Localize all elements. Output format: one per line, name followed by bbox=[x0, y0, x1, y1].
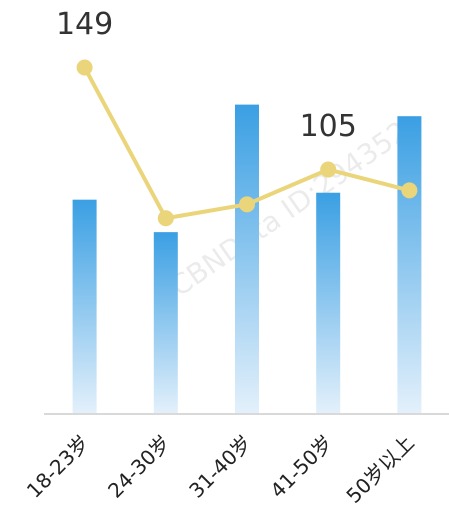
data-label: 105 bbox=[300, 109, 357, 144]
bar bbox=[235, 104, 259, 413]
x-tick-label: 41-50岁 bbox=[265, 430, 337, 502]
x-tick-label: 18-23岁 bbox=[22, 430, 94, 502]
x-tick-label: 24-30岁 bbox=[103, 430, 175, 502]
data-label: 149 bbox=[56, 7, 113, 42]
bar bbox=[397, 116, 422, 413]
line-point bbox=[401, 182, 418, 199]
line-point bbox=[239, 196, 255, 213]
x-tick-label: 50岁以上 bbox=[341, 430, 418, 507]
bar bbox=[153, 232, 178, 413]
line-point bbox=[320, 161, 337, 178]
bar bbox=[72, 199, 97, 413]
watermark: CBNData ID:294352 bbox=[164, 114, 414, 303]
x-tick-label: 31-40岁 bbox=[184, 430, 256, 502]
line-point bbox=[157, 210, 174, 227]
line-point bbox=[76, 59, 93, 76]
bar bbox=[316, 192, 341, 413]
